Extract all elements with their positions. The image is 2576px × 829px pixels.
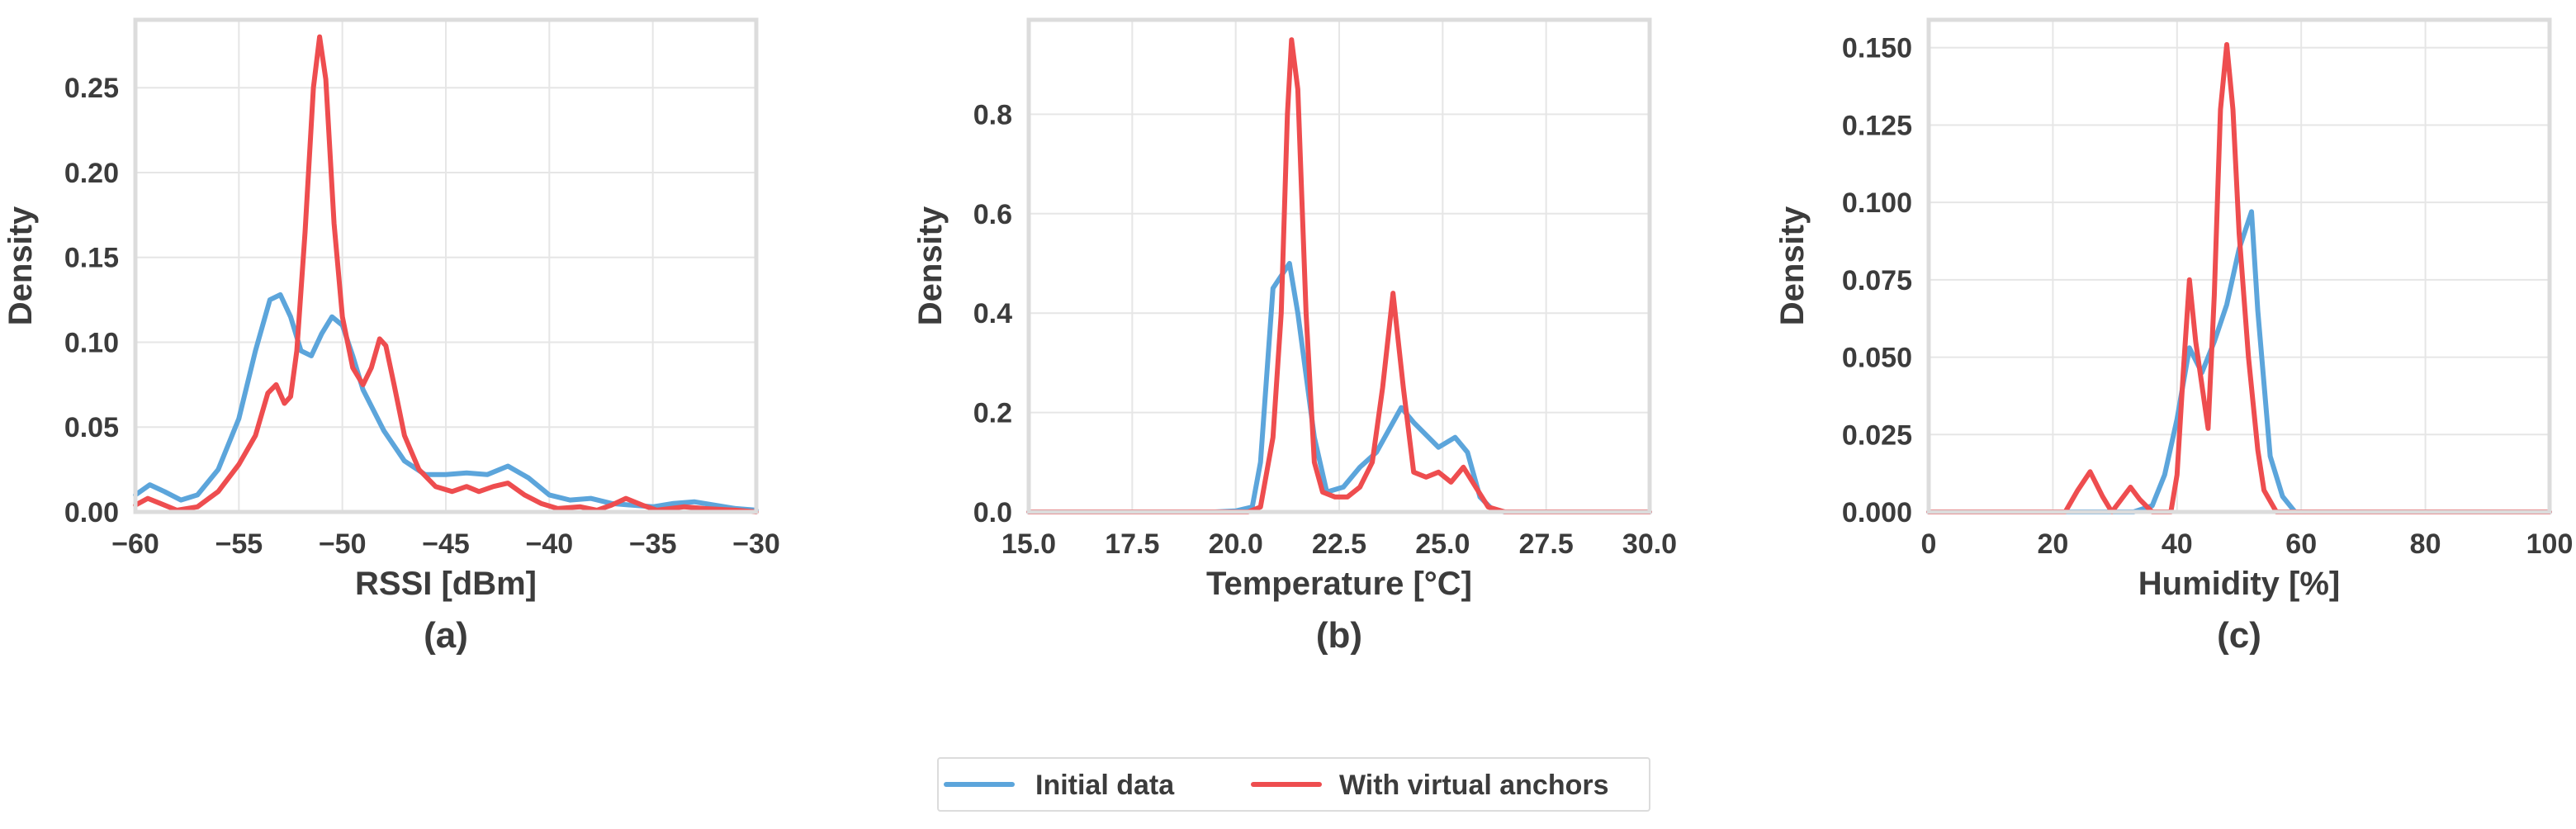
x-axis-label: Temperature [°C] — [1206, 566, 1472, 602]
x-tick-label: −40 — [525, 528, 573, 560]
x-tick-label: 30.0 — [1622, 528, 1677, 560]
y-tick-label: 0.20 — [64, 158, 119, 189]
panel-caption: (c) — [2217, 615, 2261, 656]
chart-panel-3: 0 20 40 60 80 100 0.000 0.025 0.050 0.075 0.100 0.1… — [1774, 17, 2574, 656]
y-tick-label: 0.025 — [1842, 419, 1912, 451]
y-axis-label: Density — [912, 206, 949, 325]
x-tick-label: −50 — [319, 528, 367, 560]
chart-panel-2: 15.0 17.5 20.0 22.5 25.0 27.5 30.0 0.0 0.2 0.4 0.6… — [912, 17, 1677, 656]
y-axis-label: Density — [1774, 206, 1811, 325]
x-tick-label: −55 — [215, 528, 263, 560]
series-line-initial-data — [1026, 261, 1652, 514]
y-tick-label: 0.2 — [973, 398, 1012, 429]
axes-frame — [1926, 17, 2552, 514]
y-tick-label: 0.25 — [64, 73, 119, 104]
x-tick-label: 40 — [2162, 528, 2193, 560]
x-tick-label: 22.5 — [1312, 528, 1366, 560]
series-line-initial-data — [133, 291, 759, 513]
x-tick-label: −30 — [732, 528, 780, 560]
y-tick-label: 0.075 — [1842, 265, 1912, 296]
legend-label-initial: Initial data — [1035, 770, 1175, 801]
panel-caption: (b) — [1316, 615, 1362, 656]
legend: Initial data With virtual anchors — [937, 757, 1650, 812]
y-tick-label: 0.00 — [64, 497, 119, 528]
series-line-virtual-anchors — [1926, 42, 2552, 514]
chart-panel-1: −60 −55 −50 −45 −40 −35 −30 0.00 0.05 0.10 0.15 0.2… — [2, 17, 780, 656]
x-tick-label: −35 — [629, 528, 677, 560]
y-tick-label: 0.050 — [1842, 343, 1912, 374]
x-tick-label: 20 — [2037, 528, 2068, 560]
y-tick-label: 0.4 — [973, 298, 1012, 329]
x-tick-label: 0 — [1921, 528, 1937, 560]
series-line-initial-data — [1926, 209, 2552, 514]
x-axis-label: Humidity [%] — [2138, 566, 2340, 602]
y-tick-label: 0.05 — [64, 412, 119, 443]
y-tick-label: 0.125 — [1842, 110, 1912, 141]
axes-frame — [133, 17, 759, 514]
x-tick-label: 80 — [2410, 528, 2441, 560]
x-tick-label: 15.0 — [1002, 528, 1056, 560]
x-tick-label: 60 — [2285, 528, 2317, 560]
y-tick-label: 0.150 — [1842, 33, 1912, 64]
x-tick-label: 25.0 — [1415, 528, 1470, 560]
x-tick-label: 20.0 — [1209, 528, 1263, 560]
y-tick-label: 0.100 — [1842, 187, 1912, 219]
y-tick-label: 0.0 — [973, 497, 1012, 528]
y-tick-label: 0.8 — [973, 99, 1012, 130]
x-tick-label: 17.5 — [1105, 528, 1159, 560]
y-tick-label: 0.000 — [1842, 497, 1912, 528]
axes-frame — [1026, 17, 1652, 514]
x-tick-label: −60 — [111, 528, 159, 560]
y-tick-label: 0.10 — [64, 327, 119, 358]
y-tick-label: 0.6 — [973, 199, 1012, 230]
chart-panels: −60 −55 −50 −45 −40 −35 −300.000.050.100.150.2… — [2, 17, 2574, 656]
x-tick-label: 100 — [2526, 528, 2574, 560]
series-line-virtual-anchors — [133, 34, 759, 514]
x-tick-label: −45 — [422, 528, 470, 560]
series-line-virtual-anchors — [1026, 37, 1652, 514]
legend-label-virtual: With virtual anchors — [1339, 770, 1609, 801]
panel-caption: (a) — [424, 615, 468, 656]
x-axis-label: RSSI [dBm] — [355, 566, 537, 602]
y-axis-label: Density — [2, 206, 39, 325]
y-tick-label: 0.15 — [64, 243, 119, 274]
x-tick-label: 27.5 — [1519, 528, 1574, 560]
